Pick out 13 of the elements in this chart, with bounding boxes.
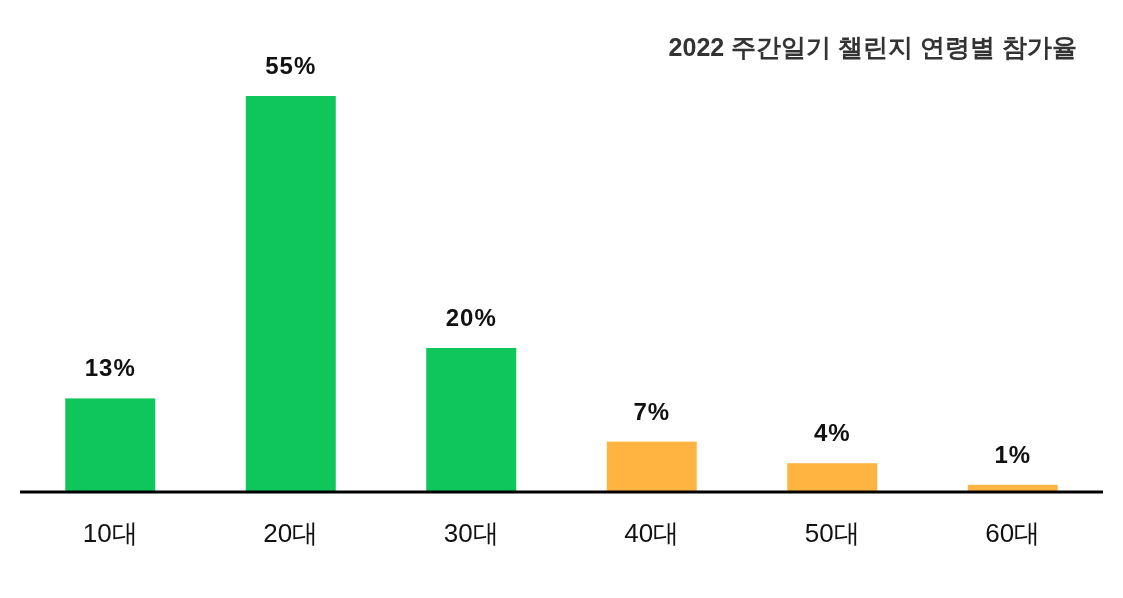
chart-title: 2022 주간일기 챌린지 연령별 참가율 bbox=[668, 33, 1077, 61]
data-label: 55% bbox=[265, 52, 317, 79]
x-tick-label: 30대 bbox=[443, 518, 499, 548]
data-label: 7% bbox=[633, 397, 671, 425]
data-label: 13% bbox=[84, 354, 136, 382]
data-label: 1% bbox=[994, 440, 1032, 468]
x-tick-label: 60대 bbox=[985, 518, 1041, 548]
x-tick-label: 10대 bbox=[82, 518, 138, 548]
x-tick-label: 40대 bbox=[624, 518, 680, 548]
x-tick-label: 50대 bbox=[804, 518, 860, 548]
x-tick-label: 20대 bbox=[263, 518, 319, 548]
data-label: 4% bbox=[813, 419, 851, 447]
data-label: 20% bbox=[445, 304, 497, 331]
